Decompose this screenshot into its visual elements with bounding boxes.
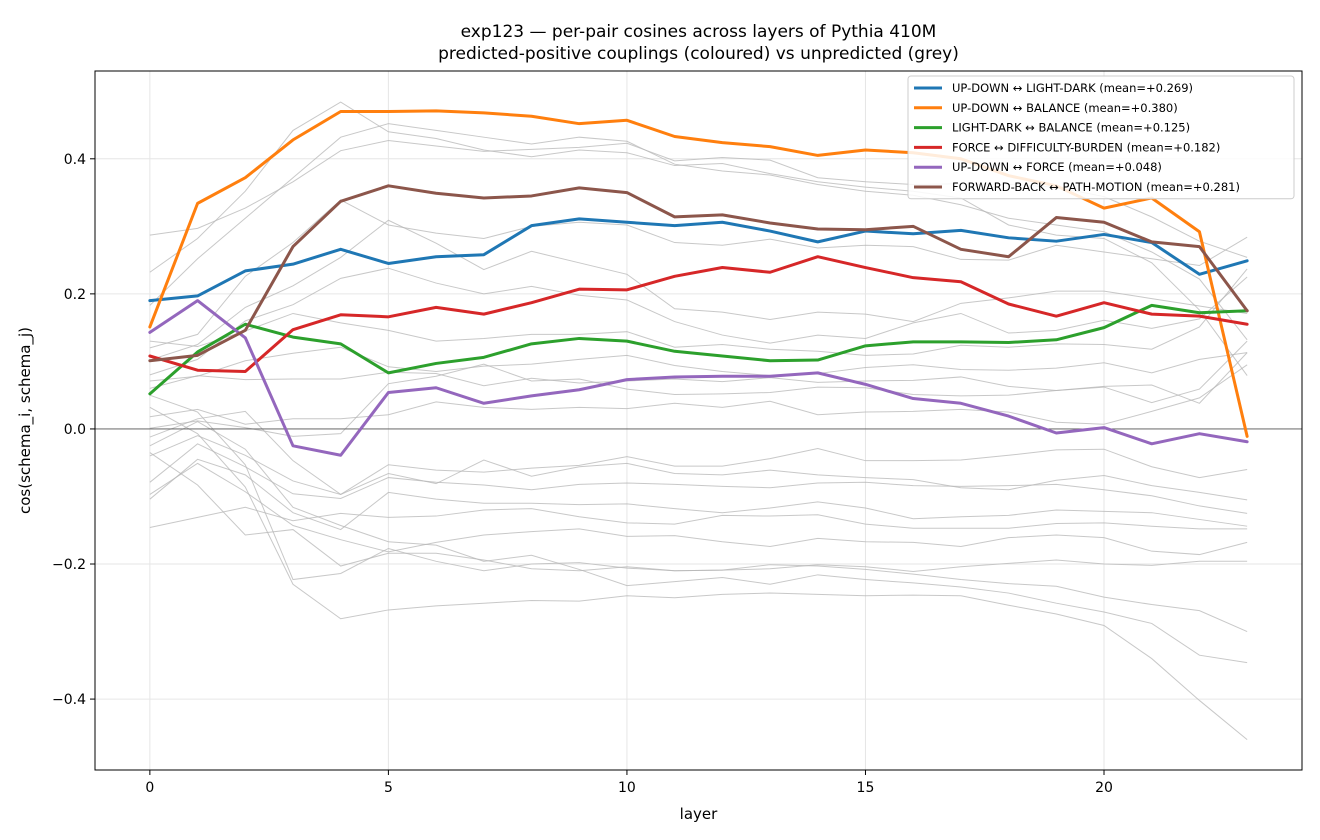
- x-tick-label: 0: [145, 780, 154, 796]
- predicted-series-line: [148, 184, 1249, 363]
- y-tick-label: −0.4: [52, 692, 86, 708]
- unpredicted-series-group: [149, 101, 1248, 740]
- unpredicted-series-line: [149, 364, 1248, 425]
- legend: UP-DOWN ↔ LIGHT-DARK (mean=+0.269) UP-DOW…: [907, 75, 1295, 200]
- unpredicted-series-line: [149, 410, 1248, 496]
- unpredicted-series-line: [149, 458, 1248, 531]
- predicted-series-line: [148, 217, 1249, 303]
- unpredicted-series-line: [149, 443, 1248, 514]
- legend-box: [907, 75, 1295, 200]
- unpredicted-series-line: [149, 394, 1248, 633]
- unpredicted-series-line: [149, 346, 1248, 382]
- x-tick-label: 20: [1095, 780, 1113, 796]
- unpredicted-series-line: [149, 199, 1248, 349]
- y-axis-label: cos(schema_i, schema_j): [16, 327, 35, 514]
- y-tick-label: −0.2: [52, 557, 86, 573]
- unpredicted-series-line: [149, 219, 1248, 361]
- plot-frame: [94, 70, 1303, 771]
- unpredicted-series-line: [149, 406, 1248, 740]
- unpredicted-series-line: [149, 462, 1248, 556]
- chart-subtitle: predicted-positive couplings (coloured) …: [438, 44, 959, 64]
- y-tick-label: 0.2: [64, 287, 86, 303]
- predicted-series-group: [148, 109, 1249, 457]
- y-axis-ticks: −0.4 −0.2 0.0 0.2 0.4: [52, 152, 95, 708]
- legend-label: UP-DOWN ↔ BALANCE (mean=+0.380): [952, 101, 1178, 115]
- unpredicted-series-line: [149, 123, 1248, 341]
- unpredicted-series-line: [149, 420, 1248, 664]
- legend-label: LIGHT-DARK ↔ BALANCE (mean=+0.125): [952, 121, 1190, 135]
- x-tick-label: 5: [384, 780, 393, 796]
- y-tick-label: 0.4: [64, 152, 86, 168]
- legend-label: FORWARD-BACK ↔ PATH-MOTION (mean=+0.281): [952, 180, 1240, 194]
- y-tick-label: 0.0: [64, 422, 86, 438]
- unpredicted-series-line: [149, 101, 1248, 376]
- legend-label: FORCE ↔ DIFFICULTY-BURDEN (mean=+0.182): [952, 140, 1220, 154]
- x-axis-label: layer: [680, 805, 718, 823]
- legend-label: UP-DOWN ↔ FORCE (mean=+0.048): [952, 160, 1162, 174]
- chart-title: exp123 — per-pair cosines across layers …: [461, 22, 937, 42]
- unpredicted-series-line: [149, 267, 1248, 376]
- legend-label: UP-DOWN ↔ LIGHT-DARK (mean=+0.269): [952, 81, 1193, 95]
- x-tick-label: 15: [857, 780, 875, 796]
- unpredicted-series-line: [149, 452, 1248, 572]
- predicted-series-line: [148, 255, 1249, 374]
- predicted-series-line: [148, 299, 1249, 457]
- unpredicted-series-line: [149, 268, 1248, 356]
- predicted-series-line: [148, 303, 1249, 396]
- unpredicted-series-line: [149, 340, 1248, 437]
- unpredicted-series-line: [149, 506, 1248, 530]
- unpredicted-series-line: [149, 435, 1248, 501]
- x-axis-ticks: 0 5 10 15 20: [145, 770, 1113, 796]
- x-tick-label: 10: [618, 780, 636, 796]
- legend-items: UP-DOWN ↔ LIGHT-DARK (mean=+0.269) UP-DOW…: [914, 81, 1240, 194]
